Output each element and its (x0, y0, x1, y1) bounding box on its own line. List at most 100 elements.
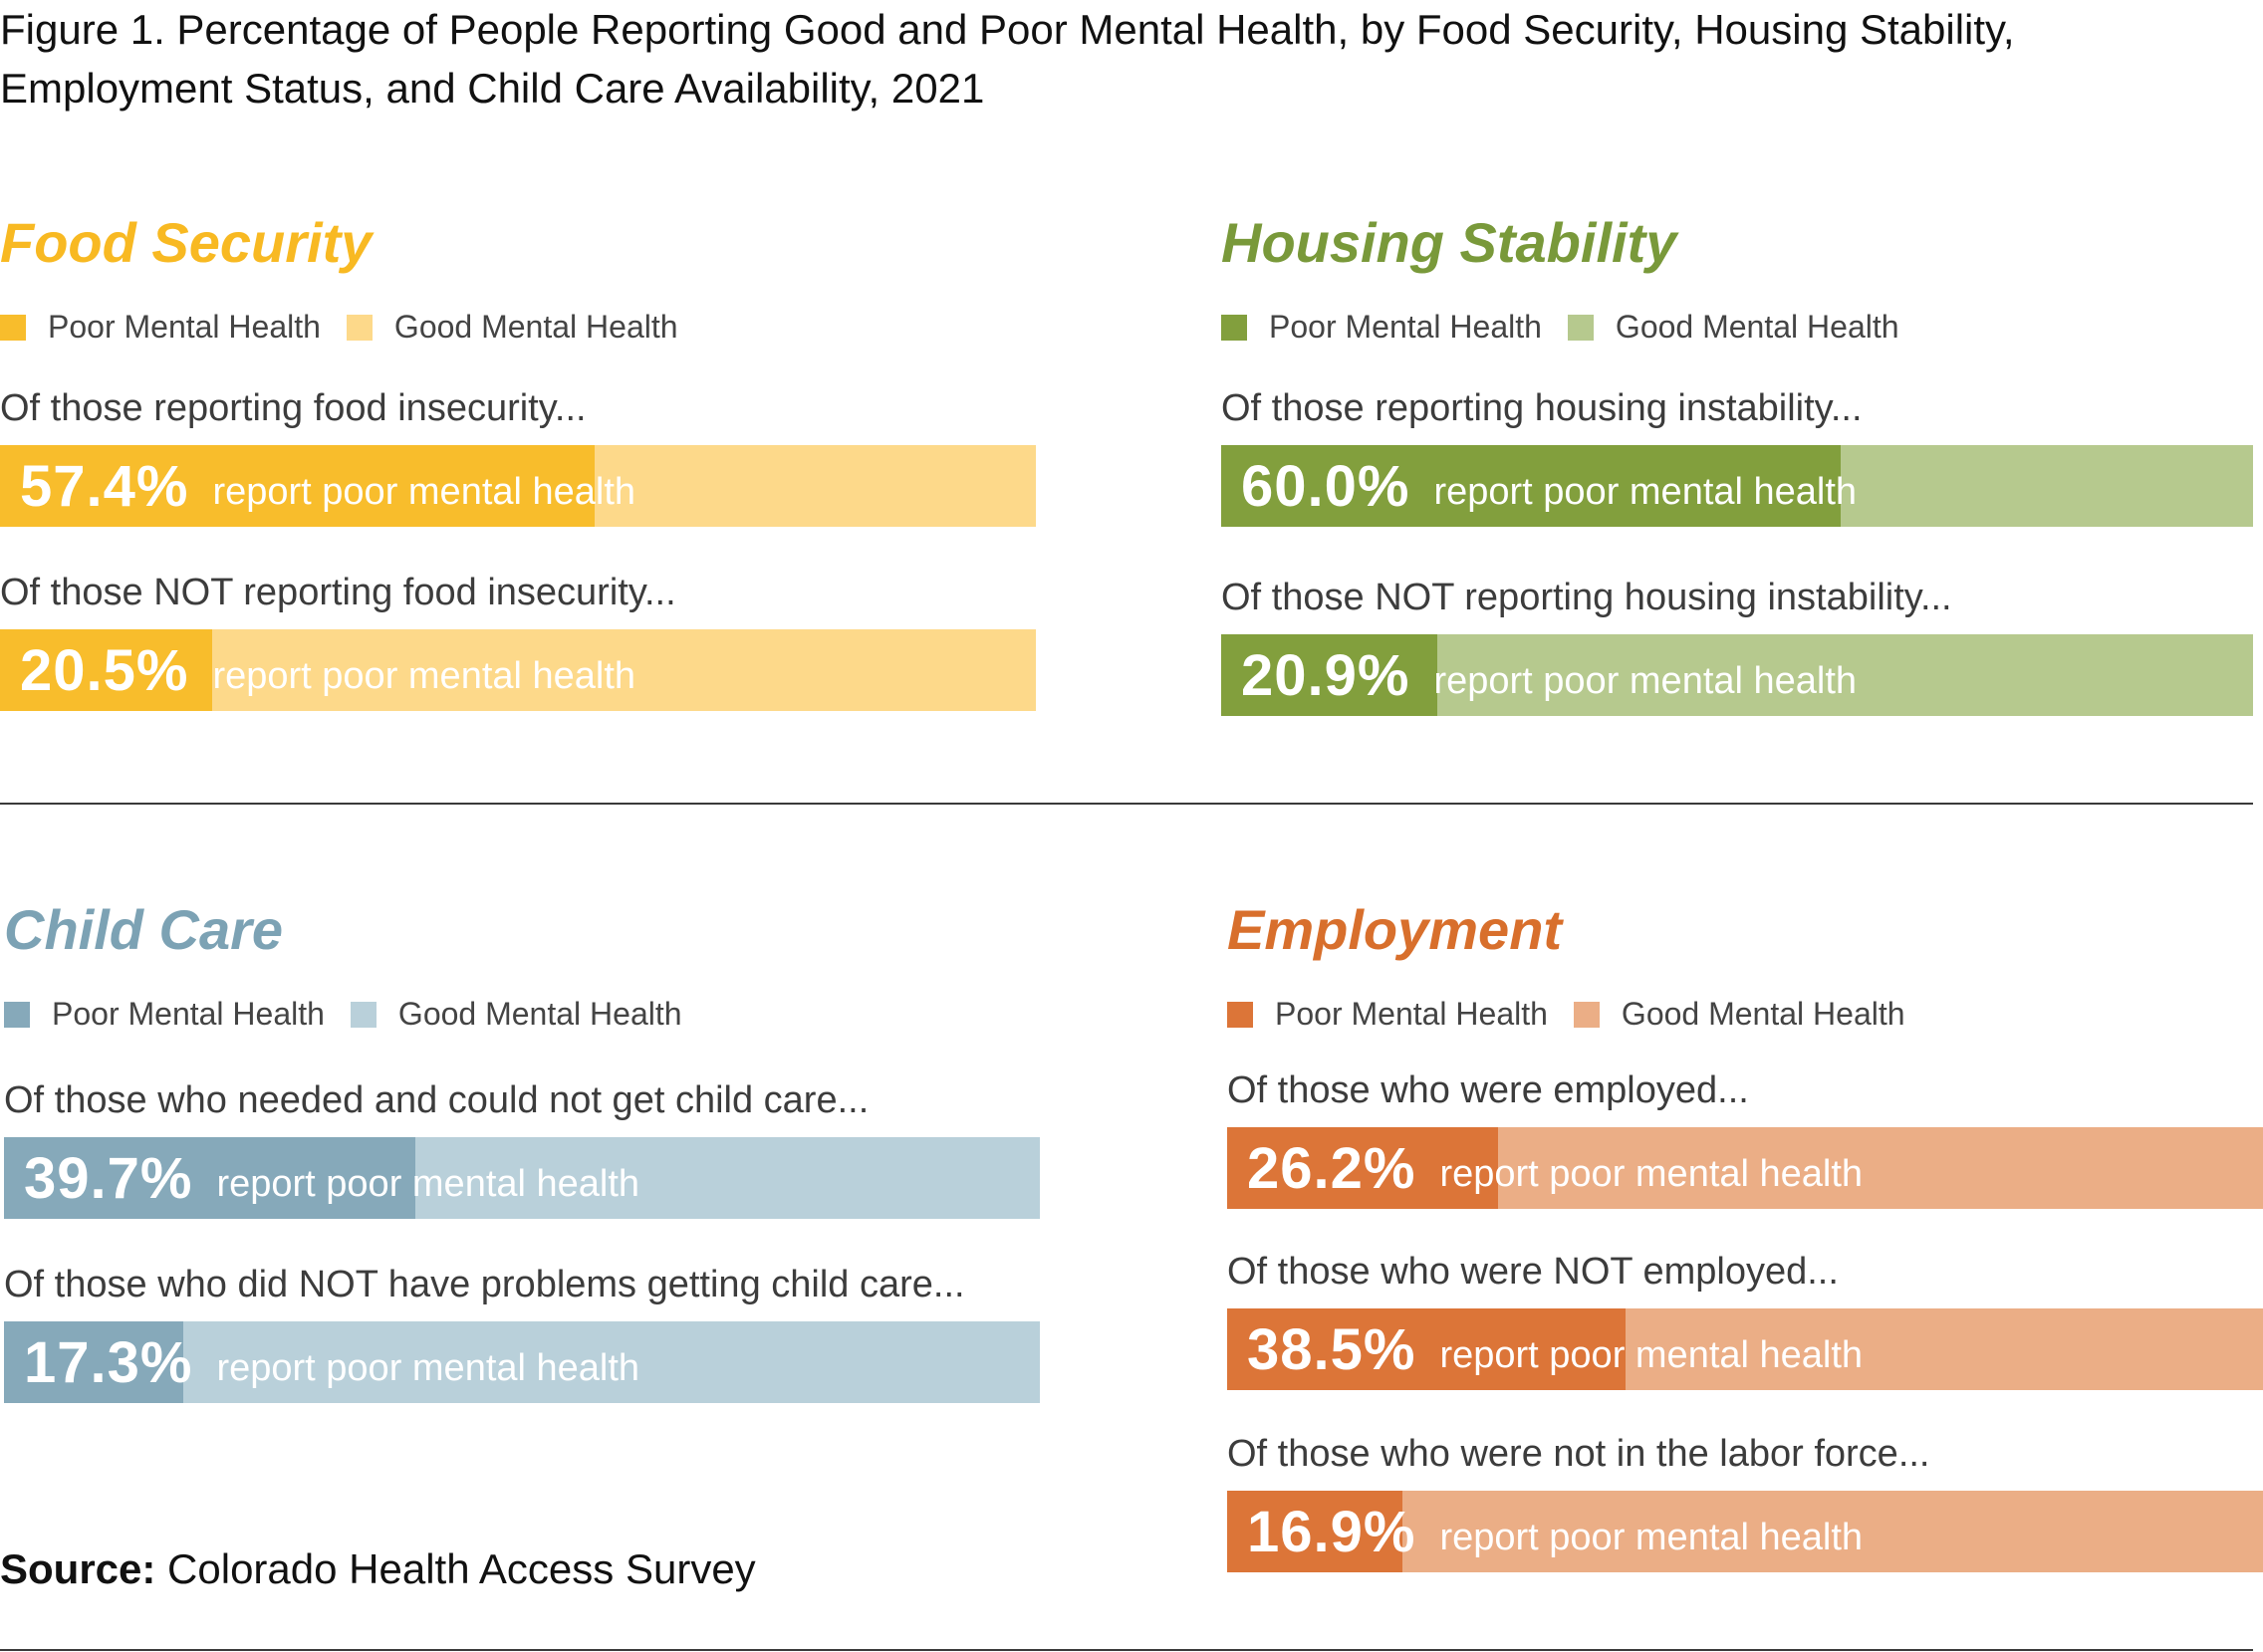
bar-segment-poor (0, 445, 595, 527)
legend-item-good: Good Mental Health (1567, 309, 1899, 346)
row-label: Of those reporting housing instability..… (1221, 387, 1863, 429)
bar-text: 17.3% report poor mental health (24, 1321, 639, 1403)
bar-group: Of those who were employed... 26.2% report… (1227, 1065, 2263, 1215)
row-label: Of those reporting food insecurity... (0, 387, 587, 429)
bar-caption: report poor mental health (1433, 470, 1858, 513)
stacked-bar: 26.2% report poor mental health (1227, 1127, 2263, 1209)
bar-caption: report poor mental health (216, 1346, 640, 1389)
bar-text: 20.9% report poor mental health (1241, 634, 1857, 716)
legend-swatch (1567, 314, 1594, 341)
bar-group: Of those reporting housing instability..… (1221, 383, 2253, 533)
bar-caption: report poor mental health (212, 654, 636, 697)
legend-label: Good Mental Health (397, 996, 682, 1032)
legend-label: Poor Mental Health (1275, 996, 1548, 1032)
legend-swatch (350, 1001, 377, 1028)
bar-caption: report poor mental health (212, 470, 636, 513)
bar-segment-poor (4, 1321, 183, 1403)
data-label: 57.4% (20, 453, 189, 519)
figure-title: Figure 1. Percentage of People Reporting… (0, 6, 2015, 112)
panel-title: Housing Stability (1221, 211, 1677, 274)
panel-employment: Employment Poor Mental Health Good Mental … (1227, 896, 2263, 1613)
legend-label: Poor Mental Health (48, 309, 321, 345)
row-label: Of those who were not in the labor force… (1227, 1433, 1930, 1475)
bar-group: Of those who were not in the labor force… (1227, 1429, 2263, 1578)
stacked-bar: 60.0% report poor mental health (1221, 445, 2253, 527)
legend-item-poor: Poor Mental Health (1227, 996, 1548, 1033)
row-label: Of those NOT reporting housing instabili… (1221, 577, 1952, 618)
stacked-bar: 17.3% report poor mental health (4, 1321, 1040, 1403)
bar-caption: report poor mental health (1439, 1152, 1864, 1195)
legend: Poor Mental Health Good Mental Health (0, 309, 704, 346)
panel-title: Employment (1227, 898, 1563, 961)
bar-text: 16.9% report poor mental health (1247, 1491, 1863, 1572)
legend-swatch (1221, 314, 1247, 341)
stacked-bar: 20.5% report poor mental health (0, 629, 1036, 711)
bar-segment-poor (1221, 634, 1437, 716)
stacked-bar: 57.4% report poor mental health (0, 445, 1036, 527)
row-label: Of those who did NOT have problems getti… (4, 1264, 965, 1305)
bar-group: Of those who did NOT have problems getti… (4, 1260, 1040, 1409)
legend-swatch (1227, 1001, 1253, 1028)
data-label: 39.7% (24, 1145, 193, 1211)
bar-segment-poor (1227, 1491, 1402, 1572)
bar-text: 60.0% report poor mental health (1241, 445, 1857, 527)
stacked-bar: 39.7% report poor mental health (4, 1137, 1040, 1219)
legend-swatch (4, 1001, 30, 1028)
data-label: 17.3% (24, 1329, 193, 1395)
bar-group: Of those who were NOT employed... 38.5% re… (1227, 1247, 2263, 1396)
panel-title: Child Care (4, 898, 284, 961)
bar-group: Of those NOT reporting housing instabili… (1221, 573, 2253, 722)
legend: Poor Mental Health Good Mental Health (1221, 309, 1925, 346)
panel-title: Food Security (0, 211, 373, 274)
bar-text: 39.7% report poor mental health (24, 1137, 639, 1219)
panel-housing-stability: Housing Stability Poor Mental Health Good … (1221, 209, 2253, 926)
stacked-bar: 16.9% report poor mental health (1227, 1491, 2263, 1572)
legend-label: Good Mental Health (1621, 996, 1905, 1032)
legend-label: Poor Mental Health (1269, 309, 1542, 345)
legend-item-poor: Poor Mental Health (4, 996, 325, 1033)
row-label: Of those who needed and could not get ch… (4, 1079, 870, 1121)
data-label: 20.9% (1241, 642, 1410, 708)
row-label: Of those who were employed... (1227, 1069, 1749, 1111)
legend-swatch (346, 314, 373, 341)
bar-caption: report poor mental health (1433, 659, 1858, 702)
source-text: Colorado Health Access Survey (167, 1545, 756, 1592)
bar-caption: report poor mental health (216, 1162, 640, 1205)
legend-swatch (0, 314, 26, 341)
data-label: 20.5% (20, 637, 189, 703)
bar-caption: report poor mental health (1439, 1333, 1864, 1376)
panel-food-security: Food Security Poor Mental Health Good Ment… (0, 209, 1036, 926)
bar-text: 38.5% report poor mental health (1247, 1308, 1863, 1390)
source-label: Source: (0, 1545, 156, 1592)
bar-group: Of those reporting food insecurity... 57.… (0, 383, 1036, 533)
legend-label: Poor Mental Health (52, 996, 325, 1032)
bar-group: Of those NOT reporting food insecurity..… (0, 568, 1036, 717)
legend: Poor Mental Health Good Mental Health (1227, 996, 1931, 1033)
data-label: 26.2% (1247, 1135, 1416, 1201)
source-note: Source: Colorado Health Access Survey (0, 1545, 756, 1593)
bar-segment-poor (1221, 445, 1841, 527)
row-label: Of those who were NOT employed... (1227, 1251, 1839, 1293)
bar-text: 57.4% report poor mental health (20, 445, 635, 527)
bar-caption: report poor mental health (1439, 1516, 1864, 1558)
legend-label: Good Mental Health (393, 309, 678, 345)
legend-item-good: Good Mental Health (350, 996, 682, 1033)
bar-text: 26.2% report poor mental health (1247, 1127, 1863, 1209)
bar-segment-poor (1227, 1127, 1499, 1209)
bar-segment-poor (1227, 1308, 1627, 1390)
legend: Poor Mental Health Good Mental Health (4, 996, 708, 1033)
bar-text: 20.5% report poor mental health (20, 629, 635, 711)
legend-item-good: Good Mental Health (346, 309, 678, 346)
bar-group: Of those who needed and could not get ch… (4, 1075, 1040, 1225)
legend-swatch (1573, 1001, 1600, 1028)
panel-child-care: Child Care Poor Mental Health Good Mental … (4, 896, 1040, 1613)
stacked-bar: 20.9% report poor mental health (1221, 634, 2253, 716)
legend-label: Good Mental Health (1615, 309, 1899, 345)
divider-middle (0, 803, 2253, 805)
row-label: Of those NOT reporting food insecurity..… (0, 572, 676, 613)
data-label: 60.0% (1241, 453, 1410, 519)
legend-item-good: Good Mental Health (1573, 996, 1905, 1033)
legend-item-poor: Poor Mental Health (0, 309, 321, 346)
divider-bottom (0, 1649, 2253, 1651)
data-label: 38.5% (1247, 1316, 1416, 1382)
